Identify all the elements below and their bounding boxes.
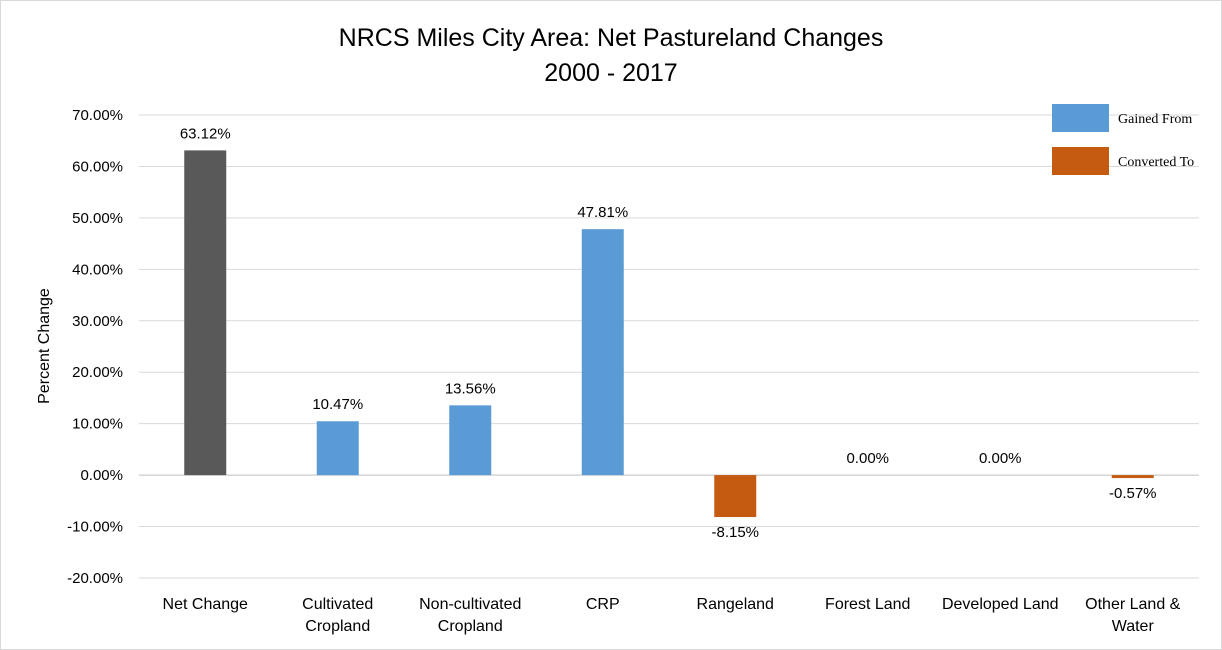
data-label: -8.15% bbox=[711, 524, 759, 541]
y-axis-ticks: -20.00% -10.00% 0.00% 10.00% 20.00% 30.00% 40.… bbox=[67, 107, 123, 587]
y-tick-label: 10.00% bbox=[72, 416, 123, 433]
x-category-label: Net Change bbox=[163, 596, 248, 613]
bar bbox=[714, 475, 757, 518]
data-labels: 63.12% 10.47% 13.56% 47.81% -8.15% 0.00% 0.00%… bbox=[180, 125, 1157, 541]
legend-label-gained: Gained From bbox=[1118, 112, 1192, 127]
x-category-label: Rangeland bbox=[697, 596, 774, 613]
y-tick-label: 20.00% bbox=[72, 364, 123, 381]
data-label: 10.47% bbox=[312, 396, 363, 413]
legend-swatch-converted bbox=[1052, 147, 1109, 175]
data-label: 0.00% bbox=[846, 450, 889, 467]
data-label: 13.56% bbox=[445, 380, 496, 397]
x-category-label: Cropland bbox=[438, 618, 503, 635]
gridlines bbox=[139, 114, 1199, 579]
x-category-label: Cultivated bbox=[302, 596, 373, 613]
y-tick-label: 60.00% bbox=[72, 158, 123, 175]
bars bbox=[184, 150, 1154, 518]
chart-title-line-2: 2000 - 2017 bbox=[544, 59, 677, 87]
y-tick-label: -10.00% bbox=[67, 519, 123, 536]
y-tick-label: 0.00% bbox=[80, 467, 123, 484]
chart-title: NRCS Miles City Area: Net Pastureland Ch… bbox=[339, 24, 884, 87]
bar bbox=[1111, 475, 1154, 479]
bar bbox=[316, 421, 359, 476]
y-tick-label: 50.00% bbox=[72, 210, 123, 227]
legend-label-converted: Converted To bbox=[1118, 155, 1194, 170]
data-label: -0.57% bbox=[1109, 485, 1157, 502]
data-label: 0.00% bbox=[979, 450, 1022, 467]
data-label: 47.81% bbox=[577, 204, 628, 221]
x-category-label: Forest Land bbox=[825, 596, 910, 613]
y-tick-label: 40.00% bbox=[72, 261, 123, 278]
bar bbox=[184, 150, 227, 476]
data-label: 63.12% bbox=[180, 125, 231, 142]
x-axis-categories: Net Change Cultivated Cropland Non-cultivat… bbox=[163, 596, 1181, 635]
x-category-label: Other Land & bbox=[1085, 596, 1181, 613]
x-category-label: Cropland bbox=[305, 618, 370, 635]
legend-swatch-gained bbox=[1052, 104, 1109, 132]
y-tick-label: 30.00% bbox=[72, 313, 123, 330]
x-category-label: Non-cultivated bbox=[419, 596, 521, 613]
y-tick-label: 70.00% bbox=[72, 107, 123, 124]
legend: Gained From Converted To bbox=[1052, 104, 1194, 175]
x-category-label: Developed Land bbox=[942, 596, 1059, 613]
x-category-label: Water bbox=[1112, 618, 1155, 635]
bar bbox=[581, 229, 624, 476]
bar bbox=[449, 405, 492, 476]
x-category-label: CRP bbox=[586, 596, 620, 613]
y-tick-label: -20.00% bbox=[67, 570, 123, 587]
y-axis-title: Percent Change bbox=[36, 288, 53, 404]
chart-title-line-1: NRCS Miles City Area: Net Pastureland Ch… bbox=[339, 24, 884, 52]
